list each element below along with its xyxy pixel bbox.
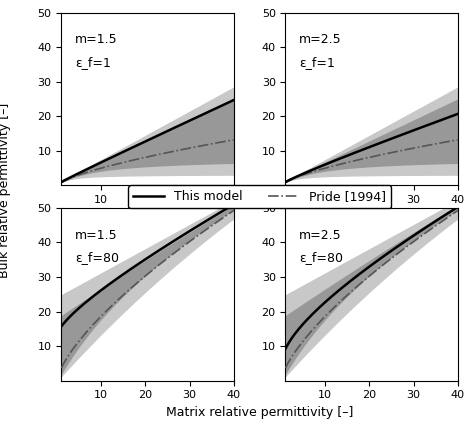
Text: ε_f=80: ε_f=80 xyxy=(299,251,343,264)
Text: m=1.5: m=1.5 xyxy=(75,229,118,242)
Text: ε_f=1: ε_f=1 xyxy=(75,56,111,69)
Text: ε_f=1: ε_f=1 xyxy=(299,56,335,69)
Text: m=1.5: m=1.5 xyxy=(75,33,118,47)
Text: Bulk relative permittivity [–]: Bulk relative permittivity [–] xyxy=(0,103,11,278)
Text: ε_f=80: ε_f=80 xyxy=(75,251,119,264)
Text: m=2.5: m=2.5 xyxy=(299,33,342,47)
Text: m=2.5: m=2.5 xyxy=(299,229,342,242)
Legend: This model, Pride [1994]: This model, Pride [1994] xyxy=(128,185,391,208)
Text: Matrix relative permittivity [–]: Matrix relative permittivity [–] xyxy=(166,406,353,419)
